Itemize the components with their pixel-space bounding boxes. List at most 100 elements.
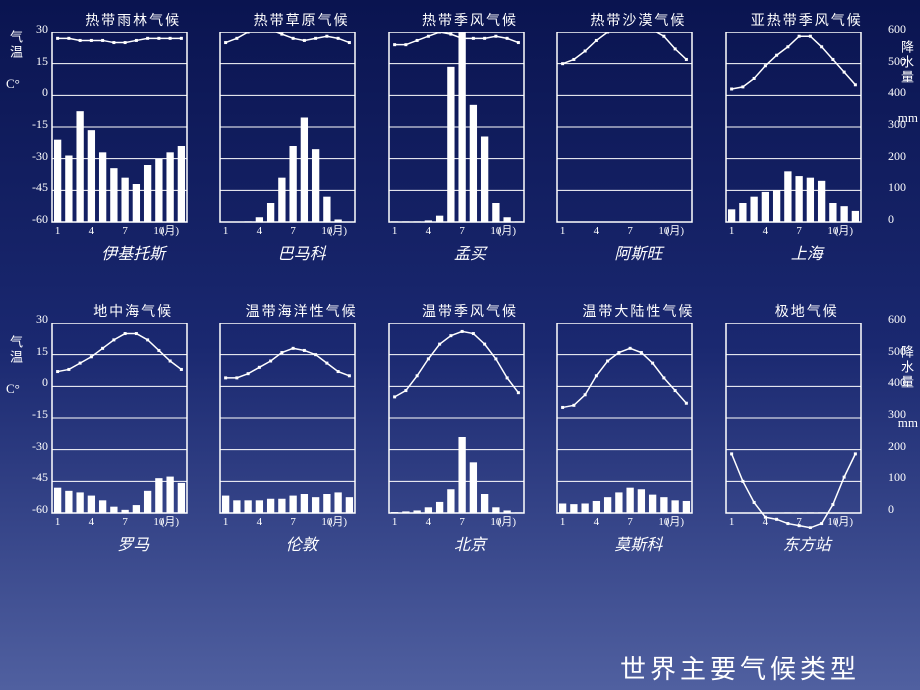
- chart-title: 地中海气候: [50, 301, 216, 321]
- chart-location: 巴马科: [218, 240, 384, 264]
- svg-text:7: 7: [796, 225, 802, 237]
- svg-text:(月): (月): [161, 225, 180, 237]
- svg-text:1: 1: [55, 225, 61, 237]
- svg-text:7: 7: [122, 516, 128, 528]
- precip-tick: 600: [888, 312, 918, 327]
- svg-text:(月): (月): [834, 225, 853, 237]
- svg-text:1: 1: [728, 225, 734, 237]
- climate-chart: 14710(月): [724, 323, 863, 529]
- precip-tick: 100: [888, 470, 918, 485]
- chart-grid: 热带雨林气候 14710(月) 伊基托斯 热带草原气候 14710(月) 巴马科…: [0, 0, 920, 640]
- precip-tick: 0: [888, 212, 918, 227]
- chart-location: 北京: [387, 531, 553, 555]
- svg-text:(月): (月): [666, 516, 685, 528]
- svg-text:(月): (月): [497, 516, 516, 528]
- chart-title: 亚热带季风气候: [724, 10, 890, 30]
- temp-tick: -15: [24, 407, 48, 422]
- svg-text:1: 1: [223, 516, 229, 528]
- chart-title: 热带草原气候: [218, 10, 384, 30]
- svg-text:7: 7: [628, 516, 634, 528]
- svg-text:7: 7: [122, 225, 128, 237]
- precip-tick: 200: [888, 439, 918, 454]
- svg-text:4: 4: [89, 225, 95, 237]
- temp-axis-unit-row1: C°: [6, 76, 20, 92]
- chart-location: 莫斯科: [555, 531, 721, 555]
- temp-tick: -30: [24, 149, 48, 164]
- svg-text:(月): (月): [329, 516, 348, 528]
- svg-text:7: 7: [628, 225, 634, 237]
- svg-text:(月): (月): [666, 225, 685, 237]
- climate-chart: 14710(月): [555, 323, 694, 529]
- svg-text:4: 4: [762, 225, 768, 237]
- chart-cell: 亚热带季风气候 14710(月) 上海: [724, 10, 890, 299]
- chart-cell: 温带大陆性气候 14710(月) 莫斯科: [555, 301, 721, 590]
- svg-text:(月): (月): [329, 225, 348, 237]
- temp-axis-unit-row2: C°: [6, 381, 20, 397]
- svg-text:(月): (月): [497, 225, 516, 237]
- svg-text:7: 7: [459, 516, 465, 528]
- chart-title: 温带大陆性气候: [555, 301, 721, 321]
- precip-tick: 300: [888, 407, 918, 422]
- temp-tick: -45: [24, 470, 48, 485]
- chart-location: 上海: [724, 240, 890, 264]
- svg-text:4: 4: [89, 516, 95, 528]
- svg-text:1: 1: [392, 225, 398, 237]
- svg-text:4: 4: [425, 516, 431, 528]
- chart-cell: 热带草原气候 14710(月) 巴马科: [218, 10, 384, 299]
- temp-tick: -15: [24, 117, 48, 132]
- svg-text:1: 1: [392, 516, 398, 528]
- chart-location: 孟买: [387, 240, 553, 264]
- chart-location: 阿斯旺: [555, 240, 721, 264]
- svg-text:7: 7: [796, 516, 802, 528]
- precip-tick: 500: [888, 54, 918, 69]
- svg-text:7: 7: [459, 225, 465, 237]
- temp-tick: -60: [24, 502, 48, 517]
- svg-text:4: 4: [425, 225, 431, 237]
- climate-chart: 14710(月): [724, 32, 863, 238]
- svg-text:1: 1: [560, 225, 566, 237]
- chart-title: 极地气候: [724, 301, 890, 321]
- chart-title: 热带季风气候: [387, 10, 553, 30]
- climate-chart: 14710(月): [387, 323, 526, 529]
- svg-text:4: 4: [594, 516, 600, 528]
- svg-text:4: 4: [257, 225, 263, 237]
- temp-tick: 0: [24, 375, 48, 390]
- chart-cell: 热带雨林气候 14710(月) 伊基托斯: [50, 10, 216, 299]
- svg-text:1: 1: [55, 516, 61, 528]
- climate-chart: 14710(月): [218, 32, 357, 238]
- svg-text:1: 1: [560, 516, 566, 528]
- chart-cell: 地中海气候 14710(月) 罗马: [50, 301, 216, 590]
- precip-tick: 100: [888, 180, 918, 195]
- svg-text:7: 7: [291, 225, 297, 237]
- precip-tick: 600: [888, 22, 918, 37]
- climate-chart: 14710(月): [218, 323, 357, 529]
- climate-chart: 14710(月): [50, 323, 189, 529]
- climate-chart: 14710(月): [387, 32, 526, 238]
- chart-cell: 极地气候 14710(月) 东方站: [724, 301, 890, 590]
- temp-tick: 15: [24, 344, 48, 359]
- temp-tick: -45: [24, 180, 48, 195]
- svg-text:(月): (月): [161, 516, 180, 528]
- chart-location: 罗马: [50, 531, 216, 555]
- temp-tick: 0: [24, 85, 48, 100]
- temp-axis-label-row2: 气温: [6, 335, 25, 365]
- chart-cell: 热带季风气候 14710(月) 孟买: [387, 10, 553, 299]
- svg-text:4: 4: [594, 225, 600, 237]
- svg-text:1: 1: [223, 225, 229, 237]
- chart-title: 热带雨林气候: [50, 10, 216, 30]
- svg-text:7: 7: [291, 516, 297, 528]
- chart-location: 伦敦: [218, 531, 384, 555]
- temp-tick: 15: [24, 54, 48, 69]
- chart-title: 温带季风气候: [387, 301, 553, 321]
- chart-cell: 热带沙漠气候 14710(月) 阿斯旺: [555, 10, 721, 299]
- svg-text:(月): (月): [834, 516, 853, 528]
- main-title: 世界主要气候类型: [620, 649, 860, 686]
- chart-cell: 温带季风气候 14710(月) 北京: [387, 301, 553, 590]
- precip-tick: 300: [888, 117, 918, 132]
- temp-tick: -60: [24, 212, 48, 227]
- temp-tick: 30: [24, 312, 48, 327]
- precip-tick: 500: [888, 344, 918, 359]
- chart-title: 热带沙漠气候: [555, 10, 721, 30]
- svg-text:4: 4: [762, 516, 768, 528]
- temp-axis-label-row1: 气温: [6, 30, 25, 60]
